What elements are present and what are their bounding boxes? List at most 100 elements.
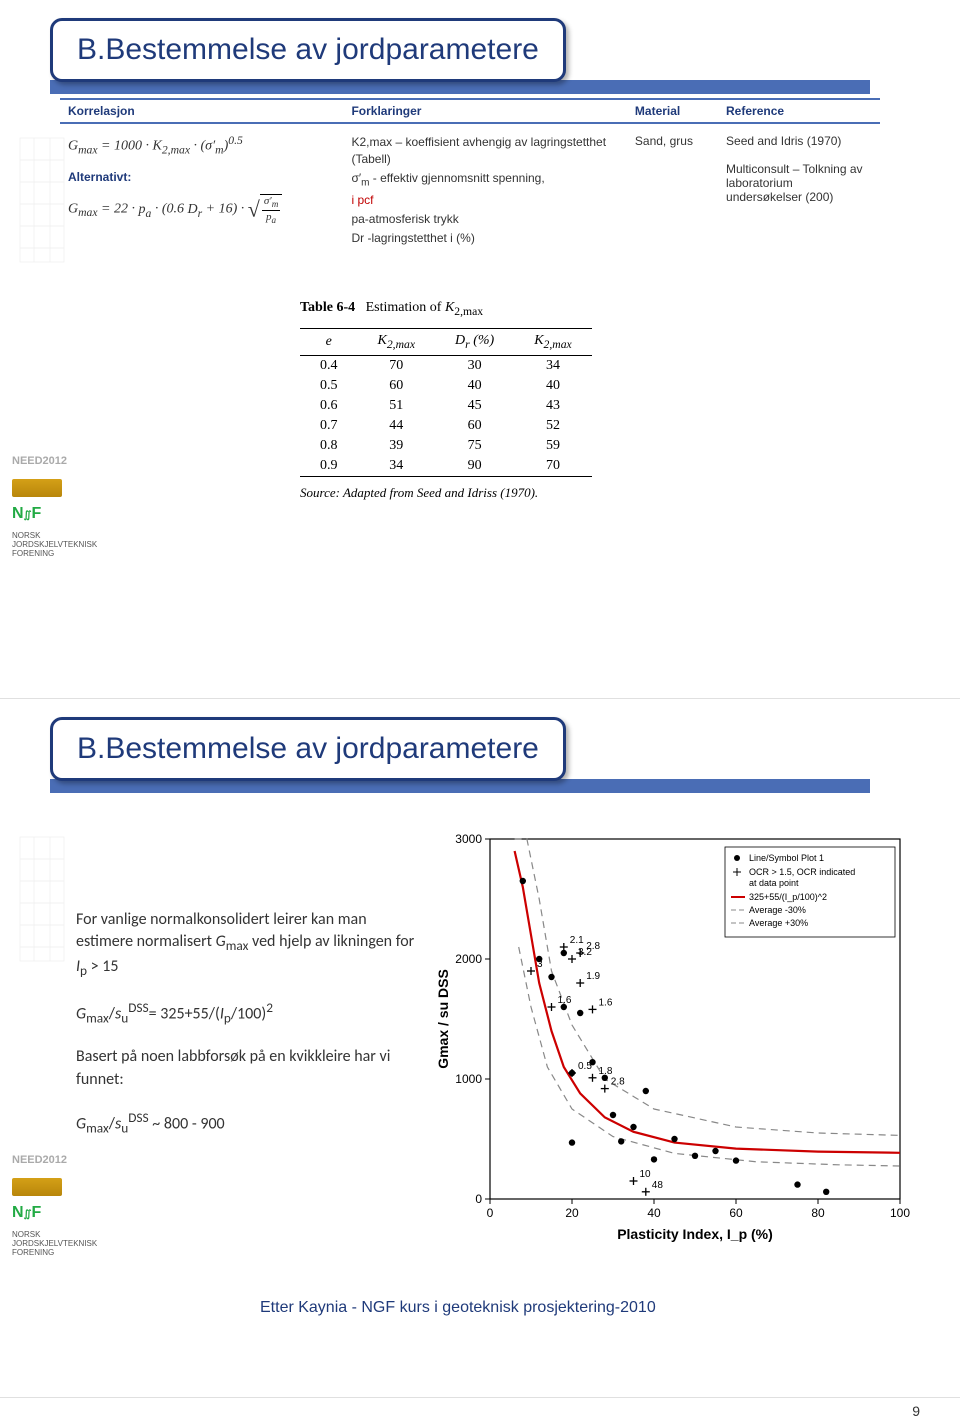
banner-strip bbox=[50, 80, 870, 94]
svg-text:1.6: 1.6 bbox=[558, 995, 572, 1006]
para-2: Basert på noen labbforsøk på en kvikklei… bbox=[76, 1046, 416, 1091]
table-cell: 45 bbox=[435, 396, 514, 416]
nff-icon: N∬F bbox=[12, 505, 41, 523]
nff-logo-block: N∬F NORSK JORDSKJELVTEKNISK FORENING bbox=[12, 1204, 82, 1257]
table-cell: 90 bbox=[435, 456, 514, 477]
svg-text:3: 3 bbox=[537, 959, 543, 970]
table-cell: 0.8 bbox=[300, 436, 358, 456]
table-cell: 75 bbox=[435, 436, 514, 456]
chart-svg: 0204060801000100020003000Plasticity Inde… bbox=[430, 829, 910, 1249]
svg-text:Gmax / su DSS: Gmax / su DSS bbox=[435, 969, 451, 1069]
th-e: e bbox=[300, 328, 358, 355]
svg-text:325+55/(I_p/100)^2: 325+55/(I_p/100)^2 bbox=[749, 892, 827, 902]
svg-text:2.8: 2.8 bbox=[611, 1077, 625, 1088]
banner-strip bbox=[50, 779, 870, 793]
svg-text:Average -30%: Average -30% bbox=[749, 905, 806, 915]
formula-para-2: Gmax/suDSS ~ 800 - 900 bbox=[76, 1109, 416, 1138]
svg-text:Plasticity Index, I_p (%): Plasticity Index, I_p (%) bbox=[617, 1226, 773, 1242]
forklar-line: K2,max – koeffisient avhengig av lagring… bbox=[351, 134, 618, 168]
table-row: 0.6514543 bbox=[300, 396, 592, 416]
slide-title-banner: B.Bestemmelse av jordparametere bbox=[50, 717, 566, 781]
table-row: 0.5604040 bbox=[300, 376, 592, 396]
plasticity-chart: 0204060801000100020003000Plasticity Inde… bbox=[430, 829, 910, 1249]
ref-line: Multiconsult – Tolkning av laboratorium … bbox=[726, 162, 872, 204]
th-reference: Reference bbox=[718, 99, 880, 123]
slide-title: B.Bestemmelse av jordparametere bbox=[77, 732, 539, 765]
slide-2: B.Bestemmelse av jordparametere For vanl… bbox=[0, 699, 960, 1398]
correlation-table: Korrelasjon Forklaringer Material Refere… bbox=[60, 98, 880, 258]
th-k2-1: K2,max bbox=[358, 328, 436, 355]
svg-text:1000: 1000 bbox=[455, 1072, 482, 1086]
table-source: Source: Adapted from Seed and Idriss (19… bbox=[300, 485, 592, 501]
svg-text:0: 0 bbox=[475, 1192, 482, 1206]
svg-text:80: 80 bbox=[811, 1206, 825, 1220]
th-k2-2: K2,max bbox=[514, 328, 592, 355]
svg-text:2000: 2000 bbox=[455, 952, 482, 966]
cell-reference: Seed and Idris (1970) Multiconsult – Tol… bbox=[718, 123, 880, 258]
table-cell: 44 bbox=[358, 416, 436, 436]
nff-logo-block: N∬F NORSK JORDSKJELVTEKNISK FORENING bbox=[12, 505, 82, 558]
table-cell: 0.4 bbox=[300, 355, 358, 376]
svg-text:Average +30%: Average +30% bbox=[749, 918, 808, 928]
table-cell: 34 bbox=[358, 456, 436, 477]
svg-text:48: 48 bbox=[652, 1180, 664, 1191]
table-cell: 60 bbox=[435, 416, 514, 436]
svg-text:2.1: 2.1 bbox=[570, 935, 584, 946]
para-1: For vanlige normalkonsolidert leirer kan… bbox=[76, 909, 416, 981]
svg-text:1.9: 1.9 bbox=[586, 971, 600, 982]
svg-text:60: 60 bbox=[729, 1206, 743, 1220]
table-row: 0.9349070 bbox=[300, 456, 592, 477]
cell-material: Sand, grus bbox=[627, 123, 718, 258]
svg-text:0: 0 bbox=[487, 1206, 494, 1220]
th-dr: Dr (%) bbox=[435, 328, 514, 355]
table-cell: 59 bbox=[514, 436, 592, 456]
svg-text:1.6: 1.6 bbox=[599, 997, 613, 1008]
nff-sub: NORSK JORDSKJELVTEKNISK FORENING bbox=[12, 531, 82, 558]
table-cell: 40 bbox=[435, 376, 514, 396]
gold-bar-icon bbox=[12, 1178, 62, 1196]
table-cell: 0.6 bbox=[300, 396, 358, 416]
forklar-line: σ′m - effektiv gjennomsnitt spenning, bbox=[351, 170, 618, 190]
k2max-table-block: Table 6-4 Estimation of K2,max e K2,max … bbox=[300, 300, 592, 501]
th-forklaringer: Forklaringer bbox=[343, 99, 626, 123]
table-cell: 40 bbox=[514, 376, 592, 396]
need-label: NEED2012 bbox=[12, 1154, 82, 1166]
table-caption: Table 6-4 Estimation of K2,max bbox=[300, 300, 592, 318]
svg-text:OCR > 1.5, OCR indicated: OCR > 1.5, OCR indicated bbox=[749, 867, 855, 877]
k2max-table: e K2,max Dr (%) K2,max 0.47030340.560404… bbox=[300, 328, 592, 477]
svg-text:Line/Symbol Plot 1: Line/Symbol Plot 1 bbox=[749, 853, 824, 863]
svg-text:20: 20 bbox=[565, 1206, 579, 1220]
slide-title: B.Bestemmelse av jordparametere bbox=[77, 33, 539, 66]
alternativt-label: Alternativt: bbox=[68, 170, 335, 184]
body-text: For vanlige normalkonsolidert leirer kan… bbox=[76, 909, 416, 1156]
table-cell: 39 bbox=[358, 436, 436, 456]
slide-1: B.Bestemmelse av jordparametere Korrelas… bbox=[0, 0, 960, 699]
svg-text:3000: 3000 bbox=[455, 832, 482, 846]
nff-sub: NORSK JORDSKJELVTEKNISK FORENING bbox=[12, 1230, 82, 1257]
gold-bar-icon bbox=[12, 479, 62, 497]
table-cell: 0.7 bbox=[300, 416, 358, 436]
table-caption-prefix: Table 6-4 bbox=[300, 300, 355, 315]
svg-text:100: 100 bbox=[890, 1206, 910, 1220]
svg-text:40: 40 bbox=[647, 1206, 661, 1220]
sidebar-logos: NEED2012 N∬F NORSK JORDSKJELVTEKNISK FOR… bbox=[12, 829, 82, 1257]
forklar-line: Dr -lagringstetthet i (%) bbox=[351, 230, 618, 247]
th-material: Material bbox=[627, 99, 718, 123]
table-cell: 60 bbox=[358, 376, 436, 396]
table-cell: 0.5 bbox=[300, 376, 358, 396]
sidebar-logos: NEED2012 N∬F NORSK JORDSKJELVTEKNISK FOR… bbox=[12, 130, 82, 558]
formula-2: Gmax = 22 · pa · (0.6 Dr + 16) · √ σ′mpa bbox=[68, 194, 335, 224]
forklar-line: pa-atmosferisk trykk bbox=[351, 211, 618, 228]
table-cell: 34 bbox=[514, 355, 592, 376]
slide-title-banner: B.Bestemmelse av jordparametere bbox=[50, 18, 566, 82]
table-cell: 0.9 bbox=[300, 456, 358, 477]
th-korrelasjon: Korrelasjon bbox=[60, 99, 343, 123]
table-row: 0.7446052 bbox=[300, 416, 592, 436]
svg-text:0.5: 0.5 bbox=[578, 1061, 592, 1072]
footer-citation: Etter Kaynia - NGF kurs i geoteknisk pro… bbox=[260, 1299, 656, 1317]
table-cell: 52 bbox=[514, 416, 592, 436]
building-icon bbox=[12, 829, 82, 974]
svg-text:2.8: 2.8 bbox=[586, 941, 600, 952]
need-label: NEED2012 bbox=[12, 455, 82, 467]
table-cell: 43 bbox=[514, 396, 592, 416]
